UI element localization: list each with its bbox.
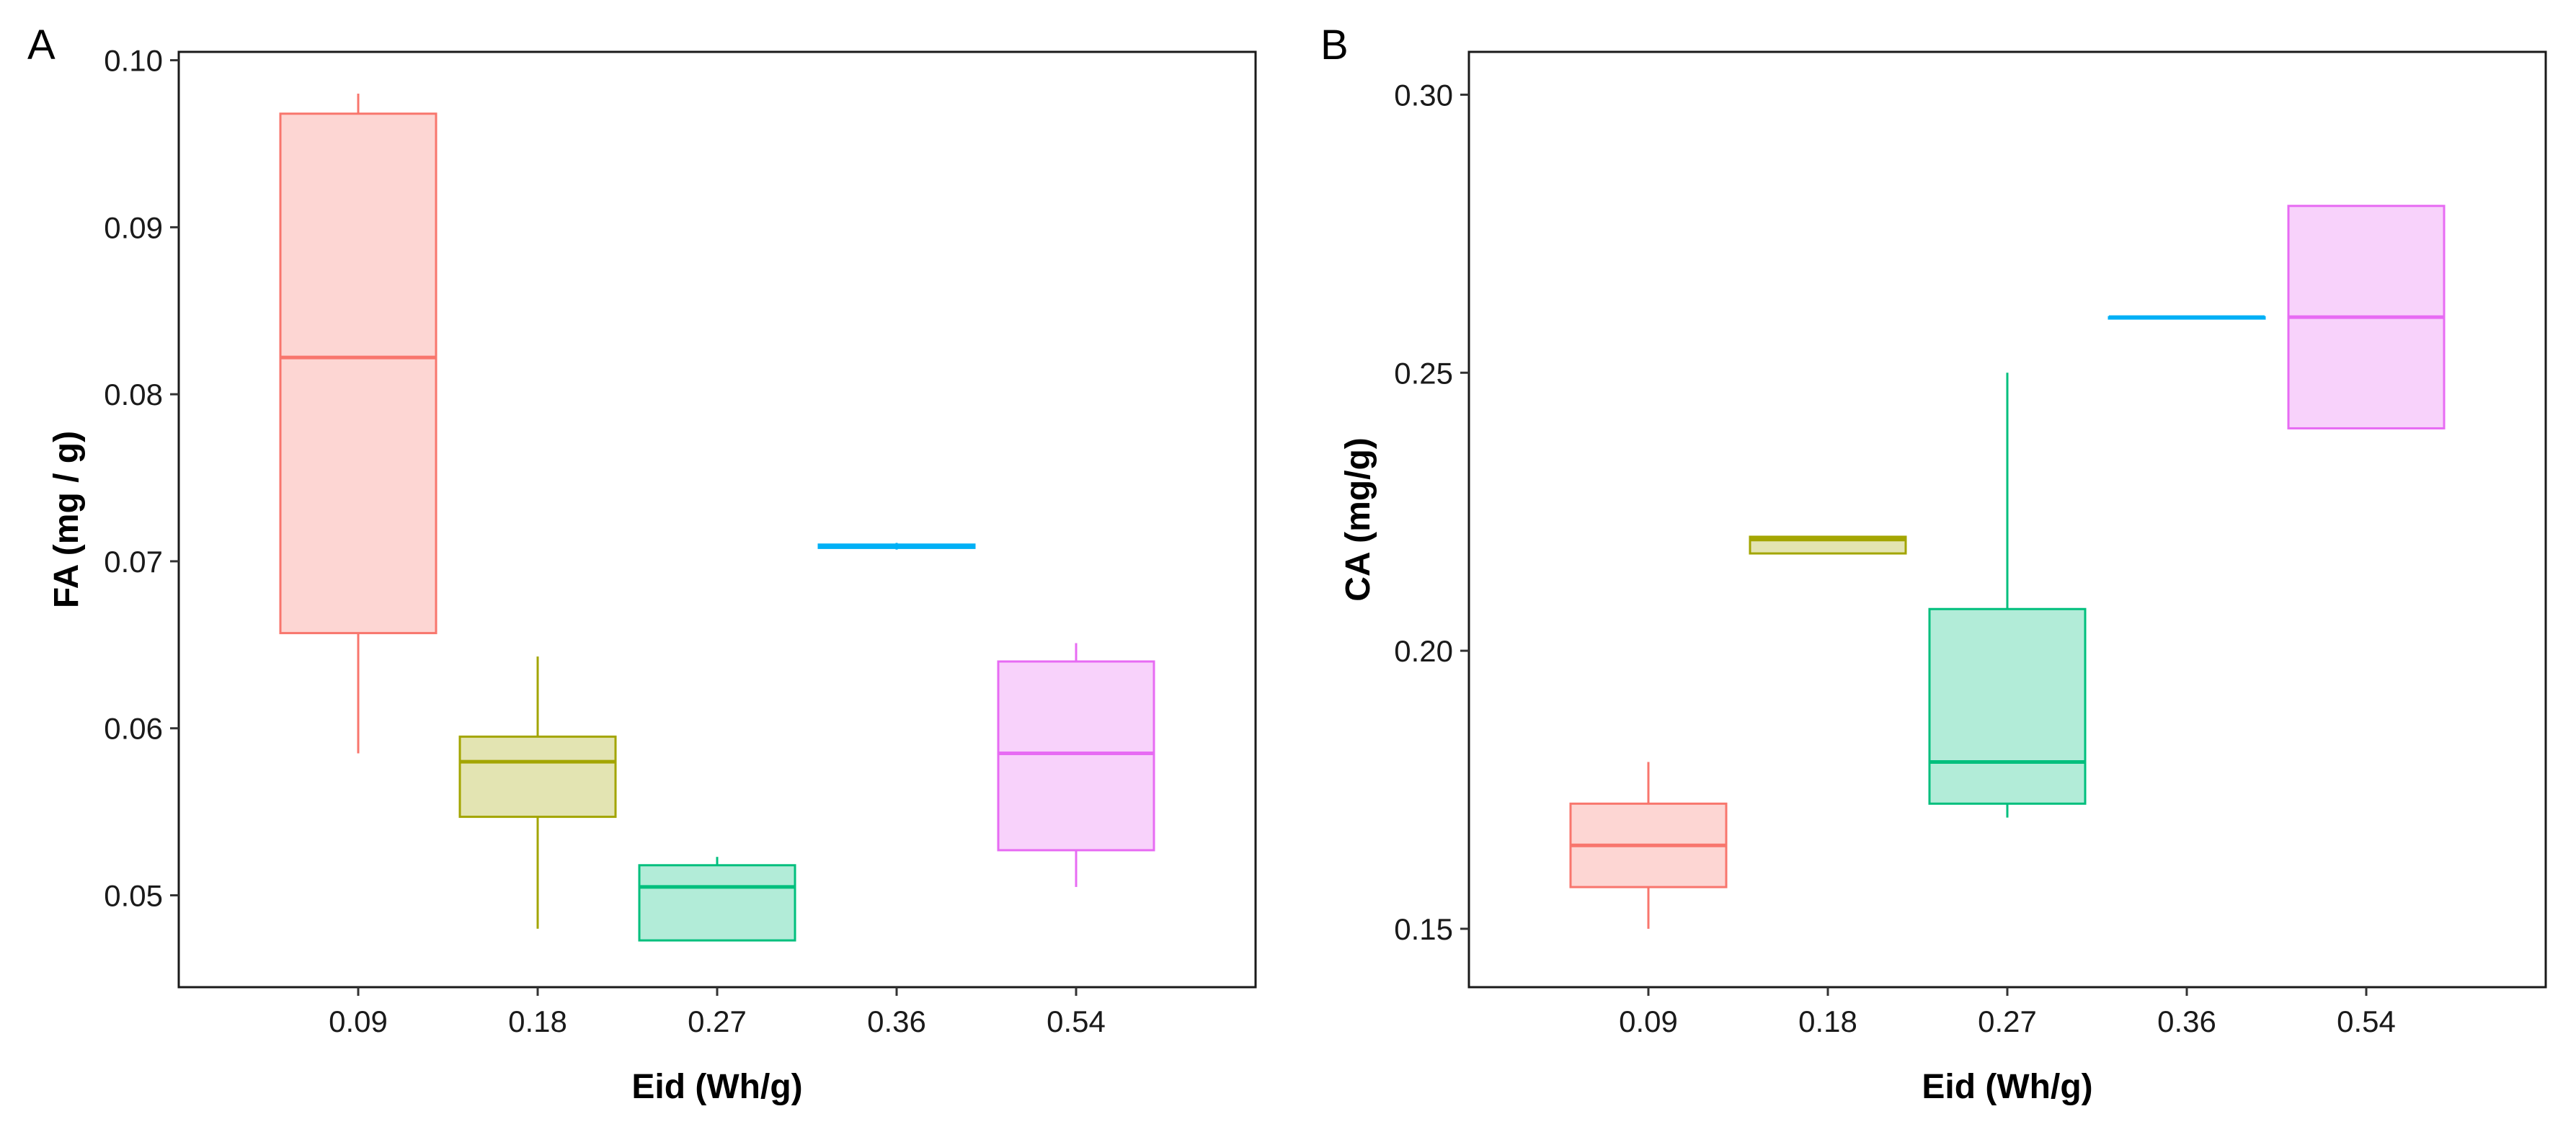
panel-b: B 0.150.200.250.30 0.09 0.18 0.27 0.36 0.54 … [1320,22,2547,1106]
panel-b-x-title: Eid (Wh/g) [1922,1068,2092,1106]
panel-a-x-tick-label: 0.54 [1047,1004,1106,1038]
panel-a-box-0.18 [458,656,617,929]
panel-a-label: A [27,22,55,68]
panel-b-y-title: CA (mg/g) [1339,437,1377,602]
box-body [997,660,1155,852]
panel-a-box-0.09 [279,93,438,754]
panel-b-box-0.36 [2108,315,2266,320]
panel-b-box-0.09 [1569,762,1728,929]
panel-a-y-tick-label: 0.08 [104,378,163,411]
panel-a-box-0.54 [997,643,1155,887]
panel-b-y-tick-label: 0.20 [1394,634,1453,668]
box-body [279,112,438,635]
panel-b-x-tick-label: 0.27 [1978,1004,2037,1038]
panel-a-x-tick-label: 0.36 [867,1004,926,1038]
panel-a-x-tick-label: 0.18 [508,1004,567,1038]
panel-a-x-axis: 0.09 0.18 0.27 0.36 0.54 [329,987,1106,1038]
panel-b-box-0.54 [2287,205,2446,429]
panel-b-x-tick-label: 0.18 [1798,1004,1857,1038]
panel-b-x-tick-label: 0.36 [2157,1004,2216,1038]
panel-b-boxes [1569,205,2446,929]
panel-a: A 0.050.060.070.080.090.10 0.09 0.18 0.27 0… [27,22,1257,1106]
panel-a-box-0.36 [817,543,976,550]
panel-b-box-0.18 [1749,535,1907,555]
panel-b-x-axis: 0.09 0.18 0.27 0.36 0.54 [1619,987,2396,1038]
box-body [458,735,617,819]
panel-b-y-tick-label: 0.15 [1394,912,1453,946]
panel-a-x-title: Eid (Wh/g) [631,1068,802,1106]
panel-a-y-tick-label: 0.05 [104,879,163,913]
panel-b-y-axis: 0.15 0.20 0.25 0.30 [1394,78,1469,946]
panel-a-y-tick-label: 0.07 [104,545,163,579]
panel-b-box-0.27 [1928,373,2087,818]
panel-b-label: B [1320,22,1349,68]
panel-a-box-0.27 [638,857,796,942]
panel-a-plot-area [177,50,1257,989]
panel-b-y-tick-label: 0.25 [1394,356,1453,390]
panel-b-y-tick-label: 0.30 [1394,78,1453,112]
box-body [1928,607,2087,805]
panel-a-y-axis: 0.05 0.06 0.07 0.08 0.09 0.10 [104,44,179,913]
panel-a-x-tick-label: 0.09 [329,1004,388,1038]
panel-a-boxes [279,93,1155,942]
panel-a-x-tick-label: 0.27 [688,1004,747,1038]
panel-a-y-tick-label: 0.10 [104,44,163,78]
box-body [638,864,796,942]
panel-b-x-tick-label: 0.54 [2337,1004,2396,1038]
panel-a-y-tick-label: 0.09 [104,210,163,244]
panel-a-y-tick-label: 0.06 [104,712,163,746]
panel-b-x-tick-label: 0.09 [1619,1004,1678,1038]
panel-a-y-title: FA (mg / g) [48,431,86,608]
